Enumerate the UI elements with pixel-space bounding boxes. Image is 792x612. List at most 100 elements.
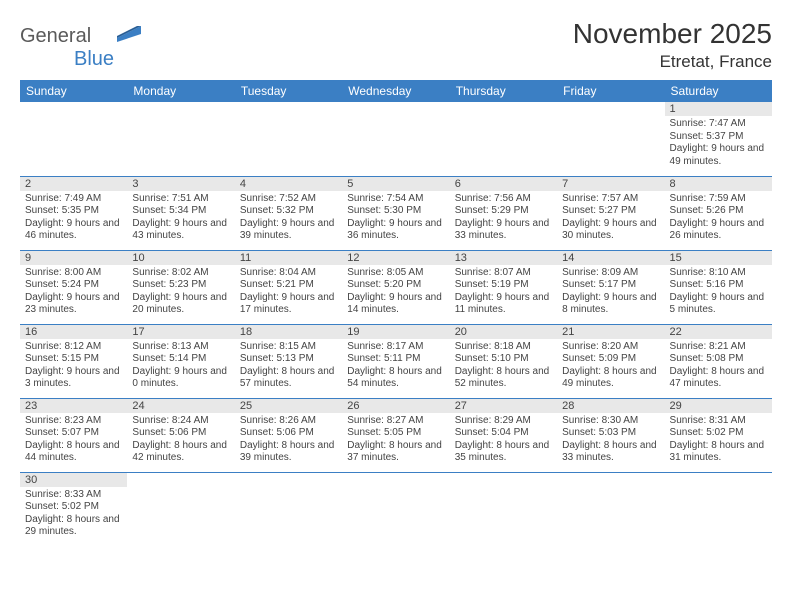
day-number: 25 [235,399,342,413]
day-details: Sunrise: 8:18 AMSunset: 5:10 PMDaylight:… [450,339,557,395]
day-number: 7 [557,177,664,191]
day-details: Sunrise: 8:02 AMSunset: 5:23 PMDaylight:… [127,265,234,321]
calendar-cell: 5Sunrise: 7:54 AMSunset: 5:30 PMDaylight… [342,176,449,250]
day-number: 26 [342,399,449,413]
day-number: 2 [20,177,127,191]
logo: General Blue [20,18,145,71]
calendar-cell [127,472,234,546]
calendar-cell: 23Sunrise: 8:23 AMSunset: 5:07 PMDayligh… [20,398,127,472]
calendar-cell [20,102,127,176]
day-details: Sunrise: 8:17 AMSunset: 5:11 PMDaylight:… [342,339,449,395]
day-details: Sunrise: 8:00 AMSunset: 5:24 PMDaylight:… [20,265,127,321]
day-details: Sunrise: 7:56 AMSunset: 5:29 PMDaylight:… [450,191,557,247]
calendar-cell [342,102,449,176]
day-number: 21 [557,325,664,339]
day-number: 14 [557,251,664,265]
weekday-header: Saturday [665,80,772,102]
calendar-cell: 26Sunrise: 8:27 AMSunset: 5:05 PMDayligh… [342,398,449,472]
calendar-head: SundayMondayTuesdayWednesdayThursdayFrid… [20,80,772,102]
day-number: 22 [665,325,772,339]
calendar-row: 30Sunrise: 8:33 AMSunset: 5:02 PMDayligh… [20,472,772,546]
day-details: Sunrise: 7:47 AMSunset: 5:37 PMDaylight:… [665,116,772,172]
header: General Blue November 2025 Etretat, Fran… [20,18,772,72]
day-number: 13 [450,251,557,265]
day-details: Sunrise: 8:05 AMSunset: 5:20 PMDaylight:… [342,265,449,321]
flag-icon [117,24,145,48]
day-details: Sunrise: 8:20 AMSunset: 5:09 PMDaylight:… [557,339,664,395]
calendar-row: 16Sunrise: 8:12 AMSunset: 5:15 PMDayligh… [20,324,772,398]
day-details: Sunrise: 7:57 AMSunset: 5:27 PMDaylight:… [557,191,664,247]
day-number: 3 [127,177,234,191]
calendar-cell: 21Sunrise: 8:20 AMSunset: 5:09 PMDayligh… [557,324,664,398]
weekday-header: Thursday [450,80,557,102]
calendar-cell: 22Sunrise: 8:21 AMSunset: 5:08 PMDayligh… [665,324,772,398]
day-number: 27 [450,399,557,413]
logo-text-1: General [20,25,91,47]
day-details: Sunrise: 8:27 AMSunset: 5:05 PMDaylight:… [342,413,449,469]
calendar-cell: 3Sunrise: 7:51 AMSunset: 5:34 PMDaylight… [127,176,234,250]
calendar-row: 9Sunrise: 8:00 AMSunset: 5:24 PMDaylight… [20,250,772,324]
calendar-cell: 2Sunrise: 7:49 AMSunset: 5:35 PMDaylight… [20,176,127,250]
calendar-cell: 27Sunrise: 8:29 AMSunset: 5:04 PMDayligh… [450,398,557,472]
day-number: 10 [127,251,234,265]
day-details: Sunrise: 8:09 AMSunset: 5:17 PMDaylight:… [557,265,664,321]
calendar-cell: 20Sunrise: 8:18 AMSunset: 5:10 PMDayligh… [450,324,557,398]
calendar-cell [450,102,557,176]
day-details: Sunrise: 7:59 AMSunset: 5:26 PMDaylight:… [665,191,772,247]
calendar-cell: 25Sunrise: 8:26 AMSunset: 5:06 PMDayligh… [235,398,342,472]
day-number: 24 [127,399,234,413]
weekday-header: Wednesday [342,80,449,102]
calendar-cell: 14Sunrise: 8:09 AMSunset: 5:17 PMDayligh… [557,250,664,324]
weekday-header: Sunday [20,80,127,102]
calendar-cell: 13Sunrise: 8:07 AMSunset: 5:19 PMDayligh… [450,250,557,324]
calendar-cell [557,102,664,176]
day-details: Sunrise: 8:07 AMSunset: 5:19 PMDaylight:… [450,265,557,321]
day-details: Sunrise: 8:24 AMSunset: 5:06 PMDaylight:… [127,413,234,469]
calendar-cell: 15Sunrise: 8:10 AMSunset: 5:16 PMDayligh… [665,250,772,324]
day-number: 6 [450,177,557,191]
calendar-cell: 11Sunrise: 8:04 AMSunset: 5:21 PMDayligh… [235,250,342,324]
weekday-header: Friday [557,80,664,102]
title-block: November 2025 Etretat, France [573,18,772,72]
calendar-cell [235,102,342,176]
calendar-cell: 29Sunrise: 8:31 AMSunset: 5:02 PMDayligh… [665,398,772,472]
day-number: 4 [235,177,342,191]
calendar-cell: 30Sunrise: 8:33 AMSunset: 5:02 PMDayligh… [20,472,127,546]
day-number: 30 [20,473,127,487]
day-details: Sunrise: 7:52 AMSunset: 5:32 PMDaylight:… [235,191,342,247]
day-number: 9 [20,251,127,265]
day-details: Sunrise: 8:13 AMSunset: 5:14 PMDaylight:… [127,339,234,395]
day-details: Sunrise: 8:30 AMSunset: 5:03 PMDaylight:… [557,413,664,469]
calendar-cell: 4Sunrise: 7:52 AMSunset: 5:32 PMDaylight… [235,176,342,250]
calendar-cell: 12Sunrise: 8:05 AMSunset: 5:20 PMDayligh… [342,250,449,324]
calendar-cell: 7Sunrise: 7:57 AMSunset: 5:27 PMDaylight… [557,176,664,250]
day-details: Sunrise: 8:10 AMSunset: 5:16 PMDaylight:… [665,265,772,321]
calendar-row: 1Sunrise: 7:47 AMSunset: 5:37 PMDaylight… [20,102,772,176]
day-number: 19 [342,325,449,339]
day-number: 20 [450,325,557,339]
calendar-cell: 6Sunrise: 7:56 AMSunset: 5:29 PMDaylight… [450,176,557,250]
day-number: 12 [342,251,449,265]
day-number: 16 [20,325,127,339]
day-number: 8 [665,177,772,191]
calendar-cell: 17Sunrise: 8:13 AMSunset: 5:14 PMDayligh… [127,324,234,398]
calendar-cell [665,472,772,546]
day-number: 15 [665,251,772,265]
logo-text-2: Blue [74,48,114,70]
day-number: 23 [20,399,127,413]
day-details: Sunrise: 7:51 AMSunset: 5:34 PMDaylight:… [127,191,234,247]
day-details: Sunrise: 8:26 AMSunset: 5:06 PMDaylight:… [235,413,342,469]
calendar-row: 23Sunrise: 8:23 AMSunset: 5:07 PMDayligh… [20,398,772,472]
calendar-cell: 28Sunrise: 8:30 AMSunset: 5:03 PMDayligh… [557,398,664,472]
day-details: Sunrise: 8:29 AMSunset: 5:04 PMDaylight:… [450,413,557,469]
day-number: 17 [127,325,234,339]
calendar-cell: 24Sunrise: 8:24 AMSunset: 5:06 PMDayligh… [127,398,234,472]
day-number: 29 [665,399,772,413]
calendar-cell: 8Sunrise: 7:59 AMSunset: 5:26 PMDaylight… [665,176,772,250]
day-details: Sunrise: 8:31 AMSunset: 5:02 PMDaylight:… [665,413,772,469]
calendar-cell [450,472,557,546]
weekday-header: Tuesday [235,80,342,102]
calendar-page: General Blue November 2025 Etretat, Fran… [0,0,792,564]
day-number: 28 [557,399,664,413]
day-details: Sunrise: 7:54 AMSunset: 5:30 PMDaylight:… [342,191,449,247]
